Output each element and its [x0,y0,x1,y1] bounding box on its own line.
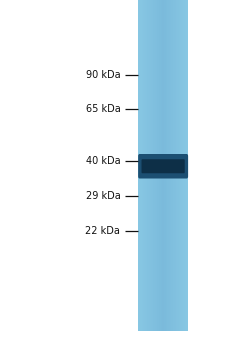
Bar [143,0,144,331]
Bar [140,0,141,331]
Bar [186,0,187,331]
Bar [165,0,166,331]
Bar [161,0,162,331]
Bar [147,0,148,331]
Bar [148,0,149,331]
Bar [184,0,186,331]
Bar [187,0,188,331]
Text: 65 kDa: 65 kDa [86,104,120,113]
Bar [180,0,182,331]
Bar [155,0,156,331]
Bar [138,0,140,331]
Bar [180,0,181,331]
Bar [158,0,159,331]
Bar [185,0,187,331]
Bar [179,0,180,331]
Text: 90 kDa: 90 kDa [86,70,120,80]
Bar [142,0,143,331]
Bar [167,0,168,331]
Bar [146,0,147,331]
Text: 22 kDa: 22 kDa [86,226,120,236]
Bar [172,0,173,331]
Bar [171,0,172,331]
Bar [156,0,157,331]
Bar [139,0,140,331]
Text: 40 kDa: 40 kDa [86,156,120,166]
Bar [176,0,177,331]
Bar [174,0,175,331]
Bar [157,0,158,331]
Bar [173,0,174,331]
Bar [157,0,158,331]
Bar [142,0,144,331]
Bar [153,0,154,331]
Bar [184,0,185,331]
Bar [168,0,169,331]
Bar [182,0,183,331]
Bar [171,0,172,331]
Bar [152,0,153,331]
Text: 29 kDa: 29 kDa [86,191,120,201]
Bar [149,0,150,331]
Bar [177,0,178,331]
Bar [170,0,171,331]
Bar [151,0,152,331]
Bar [169,0,170,331]
Bar [141,0,142,331]
Bar [144,0,145,331]
Bar [178,0,179,331]
Bar [162,0,163,331]
Bar [164,0,165,331]
FancyBboxPatch shape [138,154,188,178]
Bar [145,0,146,331]
Bar [163,0,164,331]
Bar [159,0,160,331]
Bar [147,0,148,331]
Bar [150,0,151,331]
Bar [166,0,167,331]
Bar [160,0,161,331]
Bar [152,0,153,331]
Bar [166,0,167,331]
Bar [154,0,155,331]
FancyBboxPatch shape [142,159,185,173]
Bar [181,0,182,331]
Bar [175,0,176,331]
Bar [176,0,177,331]
Bar [183,0,184,331]
